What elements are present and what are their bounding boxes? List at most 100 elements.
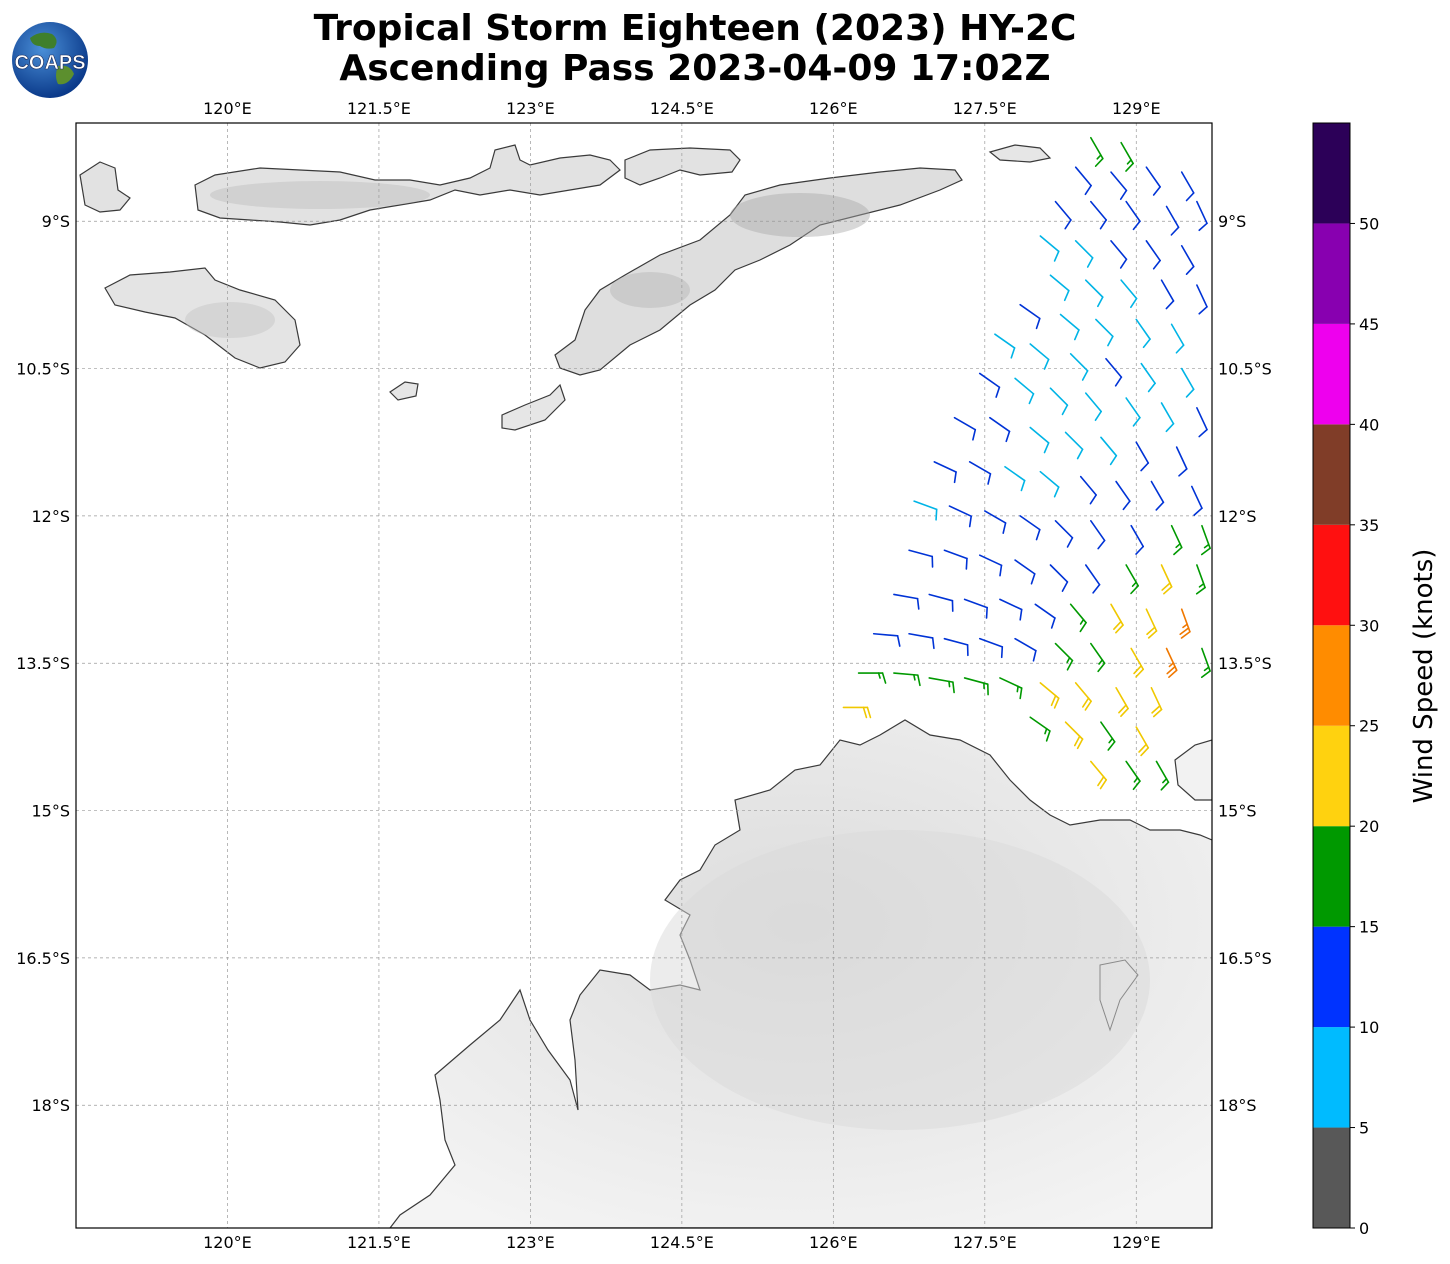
wind-barb (1069, 603, 1087, 633)
wind-barb (1054, 642, 1074, 671)
wind-barb (1079, 475, 1097, 505)
colorbar-frame (1312, 122, 1351, 1229)
map-area[interactable] (76, 123, 1212, 1228)
wind-barb (1090, 642, 1106, 673)
wind-barb (893, 672, 921, 687)
wind-barb (1145, 608, 1158, 639)
wind-barb (1090, 519, 1106, 550)
wind-barb (928, 593, 954, 612)
wind-barb (953, 416, 977, 441)
wind-barb (1019, 515, 1041, 541)
flores-island (194, 144, 621, 226)
wind-barb (908, 549, 934, 568)
wind-barb (1069, 353, 1089, 381)
wind-barb (1200, 524, 1211, 556)
timor-west-shade (610, 272, 690, 308)
wind-barb (1054, 519, 1074, 548)
wind-barb (994, 333, 1016, 359)
wind-barb (968, 461, 992, 485)
wind-barb (1100, 721, 1116, 751)
lat-tick-label-right: 15°S (1218, 802, 1257, 821)
chart-title-line-1: Tropical Storm Eighteen (2023) HY-2C (313, 8, 1077, 49)
wind-barb (1150, 480, 1165, 511)
wind-barb (933, 461, 957, 484)
wind-barb (893, 593, 920, 610)
wind-barb (1084, 392, 1103, 422)
wind-barb (1125, 760, 1141, 791)
wind-barb (1049, 274, 1070, 302)
wind-barb (1034, 603, 1056, 629)
wind-barb (1130, 524, 1145, 555)
wind-barb (1014, 637, 1037, 662)
wind-barb (1175, 446, 1188, 477)
lat-tick-label-right: 12°S (1218, 507, 1257, 526)
colorbar-tick-label: 15 (1359, 918, 1379, 937)
wind-barb (999, 677, 1023, 700)
wind-barb (1160, 564, 1173, 595)
colorbar-segment (1313, 223, 1350, 324)
wind-barb (1100, 436, 1118, 466)
colorbar-tick-label: 35 (1359, 516, 1379, 535)
wind-barb (978, 372, 1001, 398)
lon-tick-label-bottom: 126°E (809, 1233, 858, 1252)
lat-tick-label-right: 13.5°S (1218, 654, 1272, 673)
wind-barb (1130, 647, 1145, 678)
wind-barb (1180, 367, 1195, 398)
wind-barb (1039, 682, 1060, 709)
wind-barb (1160, 402, 1175, 433)
wind-barb (1160, 279, 1175, 310)
kimberley-shade (650, 830, 1150, 1130)
lon-tick-label-bottom: 121.5°E (347, 1233, 411, 1252)
lon-tick-label-top: 127.5°E (953, 99, 1017, 118)
lat-tick-label-left: 12°S (31, 507, 70, 526)
colorbar-segment (1313, 625, 1350, 726)
wind-barb (963, 598, 988, 619)
wind-barbs (842, 136, 1211, 791)
wind-barb (1084, 564, 1101, 594)
wind-barb (1125, 564, 1139, 595)
lat-tick-label-left: 9°S (42, 212, 70, 231)
colorbar-tick-label: 10 (1359, 1018, 1379, 1037)
cobourg-coast (1174, 739, 1212, 801)
wind-barb (842, 706, 872, 719)
wind-barb (1180, 171, 1195, 202)
wind-barb (1054, 200, 1072, 230)
wind-barb (1170, 524, 1183, 556)
west-flores-tip (79, 161, 131, 213)
lon-tick-label-bottom: 124.5°E (650, 1233, 714, 1252)
wind-barb (1195, 564, 1206, 595)
wind-barb (1074, 682, 1092, 711)
wind-barb (1110, 240, 1128, 269)
wind-barb (1014, 559, 1036, 585)
colorbar-segment (1313, 1027, 1350, 1128)
colorbar-tick-label: 20 (1359, 817, 1379, 836)
lat-ticks-right: 9°S 10.5°S 12°S 13.5°S 15°S 16.5°S 18°S (1218, 212, 1272, 1115)
wind-barb (1170, 323, 1185, 354)
wind-barb (1115, 480, 1131, 511)
colorbar-segment (1313, 926, 1350, 1028)
wind-barb (1135, 726, 1150, 757)
wind-barb (1145, 166, 1161, 196)
rote-island (501, 383, 566, 431)
wind-barb (1180, 244, 1195, 275)
wind-barb (1105, 357, 1123, 387)
timor-highland-shade (730, 193, 870, 237)
timor-island (554, 167, 963, 376)
wind-barb (1120, 141, 1134, 172)
lat-tick-label-left: 15°S (31, 802, 70, 821)
sumba-island (104, 267, 301, 369)
lon-tick-label-top: 121.5°E (347, 99, 411, 118)
flores-shade (210, 181, 430, 209)
lon-tick-label-top: 126°E (809, 99, 858, 118)
wind-barb (1200, 647, 1211, 679)
wind-barb (1064, 721, 1084, 750)
wind-barb (1110, 603, 1124, 634)
globe-logo-icon: COAPS (12, 22, 88, 98)
lat-tick-label-right: 18°S (1218, 1096, 1257, 1115)
lon-tick-label-top: 120°E (203, 99, 252, 118)
lon-ticks-bottom: 120°E 121.5°E 123°E 124.5°E 126°E 127.5°E 129°… (203, 1233, 1160, 1252)
lat-tick-label-right: 16.5°S (1218, 949, 1272, 968)
lat-tick-label-left: 10.5°S (16, 360, 70, 379)
colorbar-segment (1313, 826, 1350, 927)
colorbar: 0 5 10 15 20 25 30 35 40 45 50 (1312, 122, 1379, 1238)
